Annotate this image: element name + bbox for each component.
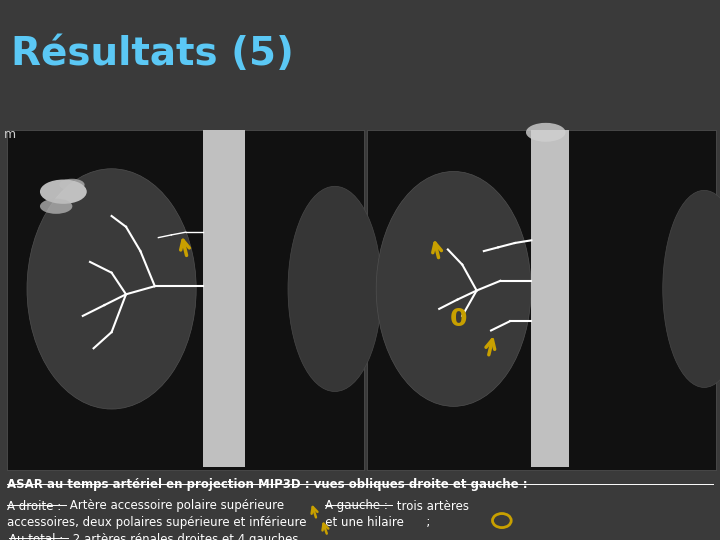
- Ellipse shape: [40, 179, 87, 204]
- Ellipse shape: [526, 123, 566, 141]
- Text: 2 artères rénales droites et 4 gauches: 2 artères rénales droites et 4 gauches: [69, 533, 299, 540]
- Ellipse shape: [662, 190, 720, 388]
- Text: ASAR au temps artériel en projection MIP3D : vues obliques droite et gauche :: ASAR au temps artériel en projection MIP…: [7, 478, 528, 491]
- Text: Artère accessoire polaire supérieure: Artère accessoire polaire supérieure: [66, 500, 315, 512]
- Ellipse shape: [40, 199, 73, 214]
- Text: accessoires, deux polaires supérieure et inférieure     et une hilaire      ;: accessoires, deux polaires supérieure et…: [7, 516, 431, 529]
- Ellipse shape: [377, 172, 531, 406]
- Text: Au total :: Au total :: [9, 533, 63, 540]
- Bar: [531, 130, 569, 467]
- Bar: [367, 130, 716, 470]
- Text: m: m: [4, 129, 16, 141]
- Ellipse shape: [288, 186, 382, 392]
- Text: A droite :: A droite :: [7, 500, 61, 512]
- Text: 0: 0: [450, 307, 467, 330]
- Ellipse shape: [27, 168, 196, 409]
- Text: Résultats (5): Résultats (5): [11, 35, 294, 73]
- Bar: [7, 130, 364, 470]
- Bar: [203, 130, 245, 467]
- Text: trois artères: trois artères: [393, 500, 469, 512]
- Text: A gauche :: A gauche :: [325, 500, 388, 512]
- Ellipse shape: [59, 179, 85, 191]
